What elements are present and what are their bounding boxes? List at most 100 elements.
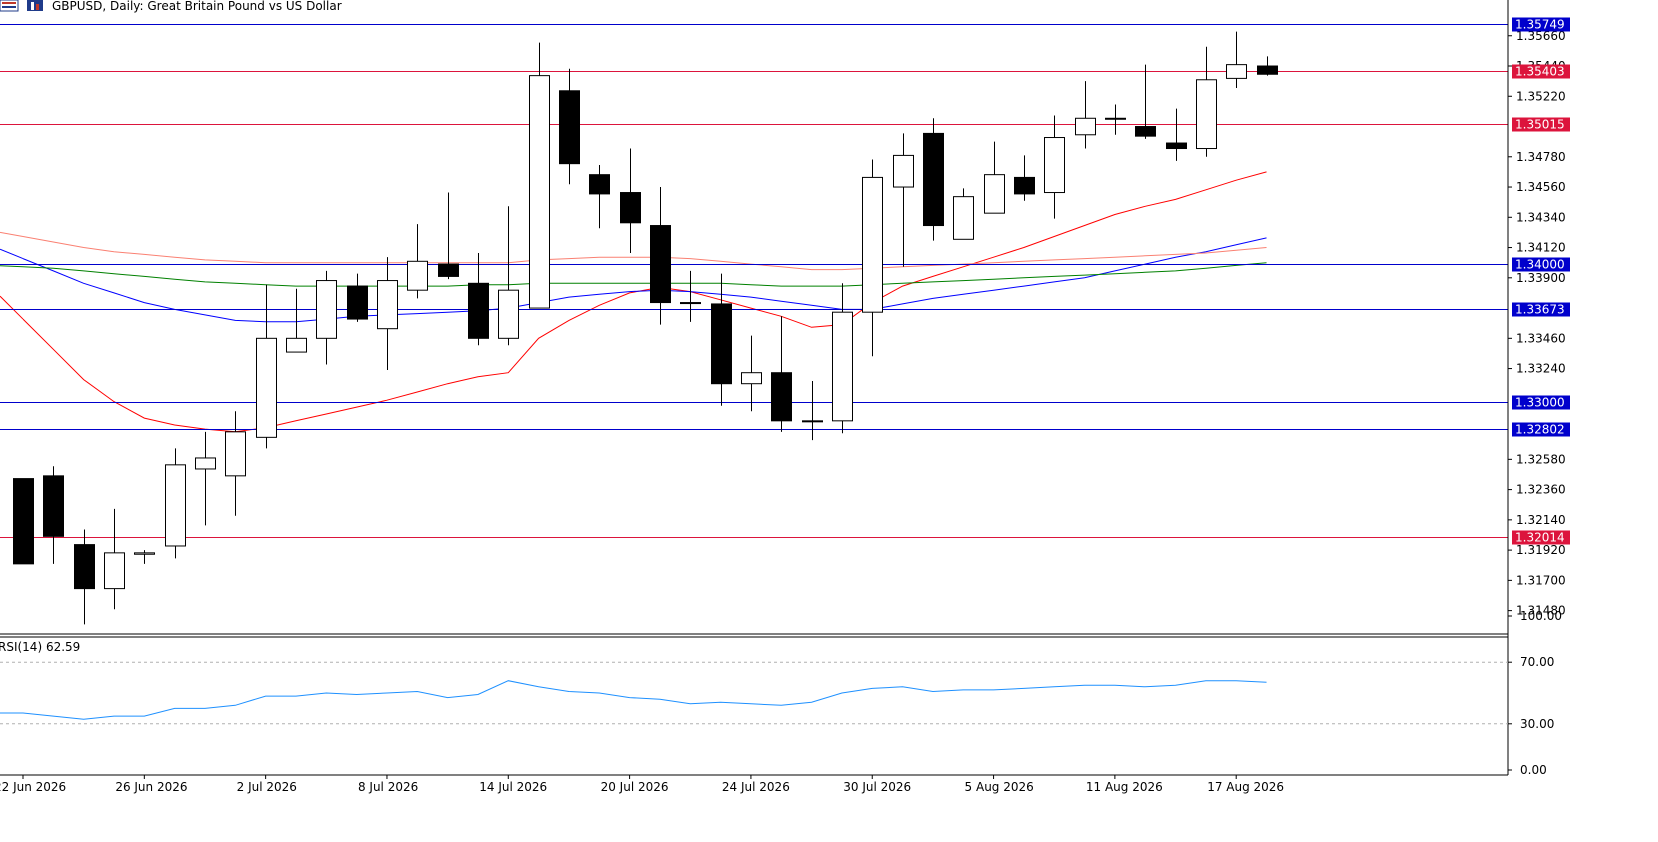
- price-axis-label: 1.31920: [1516, 543, 1566, 557]
- bearish-candle: [589, 174, 610, 195]
- rsi-axis-label: 0.00: [1520, 763, 1547, 777]
- bullish-candle: [529, 75, 550, 309]
- price-axis-label: 1.34560: [1516, 180, 1566, 194]
- bearish-candle: [559, 90, 580, 165]
- time-axis-label: 2 Jul 2026: [237, 780, 297, 794]
- level-label-text: 1.35749: [1515, 18, 1565, 32]
- price-axis-label: 1.35220: [1516, 89, 1566, 103]
- bullish-candle: [893, 154, 914, 188]
- moving-average-line: [22, 237, 1267, 323]
- price-axis-label: 1.35660: [1516, 29, 1566, 43]
- level-label-text: 1.32014: [1515, 531, 1565, 545]
- bearish-candle: [923, 132, 944, 227]
- time-axis-label: 11 Aug 2026: [1086, 780, 1163, 794]
- bearish-candle: [43, 475, 64, 537]
- list-icon-bar: [2, 2, 16, 4]
- level-label-background: [1512, 395, 1570, 410]
- chart-toolbar-icons[interactable]: [0, 0, 43, 12]
- trade-icon-glyph: [36, 4, 39, 10]
- moving-average-line-extension: [0, 295, 24, 320]
- price-axis-label: 1.34340: [1516, 210, 1566, 224]
- trade-icon-glyph: [31, 2, 34, 10]
- bullish-candle: [802, 420, 823, 423]
- level-label-text: 1.35015: [1515, 118, 1565, 132]
- bearish-candle: [468, 282, 489, 339]
- bullish-candle: [286, 337, 307, 353]
- time-axis-label: 24 Jul 2026: [722, 780, 790, 794]
- price-axis-label: 1.32140: [1516, 513, 1566, 527]
- bullish-candle: [165, 464, 186, 547]
- bearish-candle: [13, 478, 34, 565]
- time-axis-label: 30 Jul 2026: [843, 780, 911, 794]
- price-axis-label: 1.31480: [1516, 604, 1566, 618]
- bullish-candle: [832, 311, 853, 422]
- horizontal-levels[interactable]: [0, 24, 1508, 538]
- candlesticks: [13, 31, 1278, 625]
- time-axis-label: 14 Jul 2026: [479, 780, 547, 794]
- price-axis-label: 1.33900: [1516, 271, 1566, 285]
- time-axis-label: 22 Jun 2026: [0, 780, 66, 794]
- price-axis-label: 1.32580: [1516, 452, 1566, 466]
- bearish-candle: [650, 225, 671, 304]
- bearish-candle: [438, 263, 459, 277]
- rsi-line: [0, 680, 1267, 720]
- level-label-background: [1512, 117, 1570, 132]
- bullish-candle: [498, 289, 519, 339]
- bullish-candle: [407, 260, 428, 291]
- level-label-text: 1.33000: [1515, 396, 1565, 410]
- rsi-axis-label: 70.00: [1520, 655, 1554, 669]
- level-labels: 1.35749 1.35403 1.35015 1.34000 1.33673 1.330…: [1512, 17, 1570, 545]
- time-axis-label: 5 Aug 2026: [965, 780, 1034, 794]
- list-icon-bar: [2, 6, 16, 8]
- time-axis-label: 20 Jul 2026: [601, 780, 669, 794]
- time-axis-label: 17 Aug 2026: [1207, 780, 1284, 794]
- bullish-candle: [680, 302, 701, 305]
- bullish-candle: [225, 431, 246, 477]
- time-axis: 22 Jun 2026 26 Jun 2026 2 Jul 2026 8 Jul 20…: [0, 775, 1284, 794]
- rsi-label: RSI(14) 62.59: [0, 640, 80, 654]
- bullish-candle: [104, 552, 125, 590]
- chart-title: GBPUSD, Daily: Great Britain Pound vs US…: [52, 0, 342, 13]
- bullish-candle: [984, 174, 1005, 214]
- price-axis-label: 1.34120: [1516, 241, 1566, 255]
- level-label-text: 1.35403: [1515, 65, 1565, 79]
- bullish-candle: [195, 457, 216, 470]
- moving-averages: [0, 171, 1267, 433]
- bullish-candle: [1044, 137, 1065, 194]
- bearish-candle: [771, 372, 792, 422]
- bullish-candle: [862, 176, 883, 313]
- rsi-axis-label: 100.00: [1520, 609, 1562, 623]
- level-label-text: 1.32802: [1515, 423, 1565, 437]
- level-label-background: [1512, 64, 1570, 79]
- bullish-candle: [1075, 117, 1096, 136]
- bullish-candle: [1105, 117, 1126, 120]
- moving-average-line: [22, 171, 1267, 433]
- level-label-background: [1512, 257, 1570, 272]
- level-label-text: 1.33673: [1515, 303, 1565, 317]
- price-axis-label: 1.33240: [1516, 362, 1566, 376]
- bearish-candle: [711, 303, 732, 385]
- price-axis-label: 1.31700: [1516, 573, 1566, 587]
- price-axis-label: 1.32360: [1516, 483, 1566, 497]
- level-label-background: [1512, 422, 1570, 437]
- bullish-candle: [256, 337, 277, 438]
- bearish-candle: [1166, 142, 1187, 150]
- bearish-candle: [620, 192, 641, 224]
- bearish-candle: [347, 285, 368, 320]
- bullish-candle: [741, 372, 762, 385]
- rsi-indicator: 100.00 70.00 30.00 0.00: [0, 609, 1562, 777]
- bullish-candle: [316, 280, 337, 339]
- bearish-candle: [1135, 126, 1156, 137]
- level-label-background: [1512, 17, 1570, 32]
- moving-average-line-extension: [0, 231, 24, 238]
- trade-icon[interactable]: [27, 0, 43, 11]
- price-axis: 1.356601.354401.352201.347801.345601.343…: [1508, 29, 1566, 618]
- bullish-candle: [134, 552, 155, 555]
- moving-average-line-extension: [0, 248, 24, 260]
- list-icon[interactable]: [0, 0, 19, 12]
- time-axis-label: 8 Jul 2026: [358, 780, 418, 794]
- level-label-background: [1512, 530, 1570, 545]
- bullish-candle: [1196, 79, 1217, 150]
- level-label-background: [1512, 302, 1570, 317]
